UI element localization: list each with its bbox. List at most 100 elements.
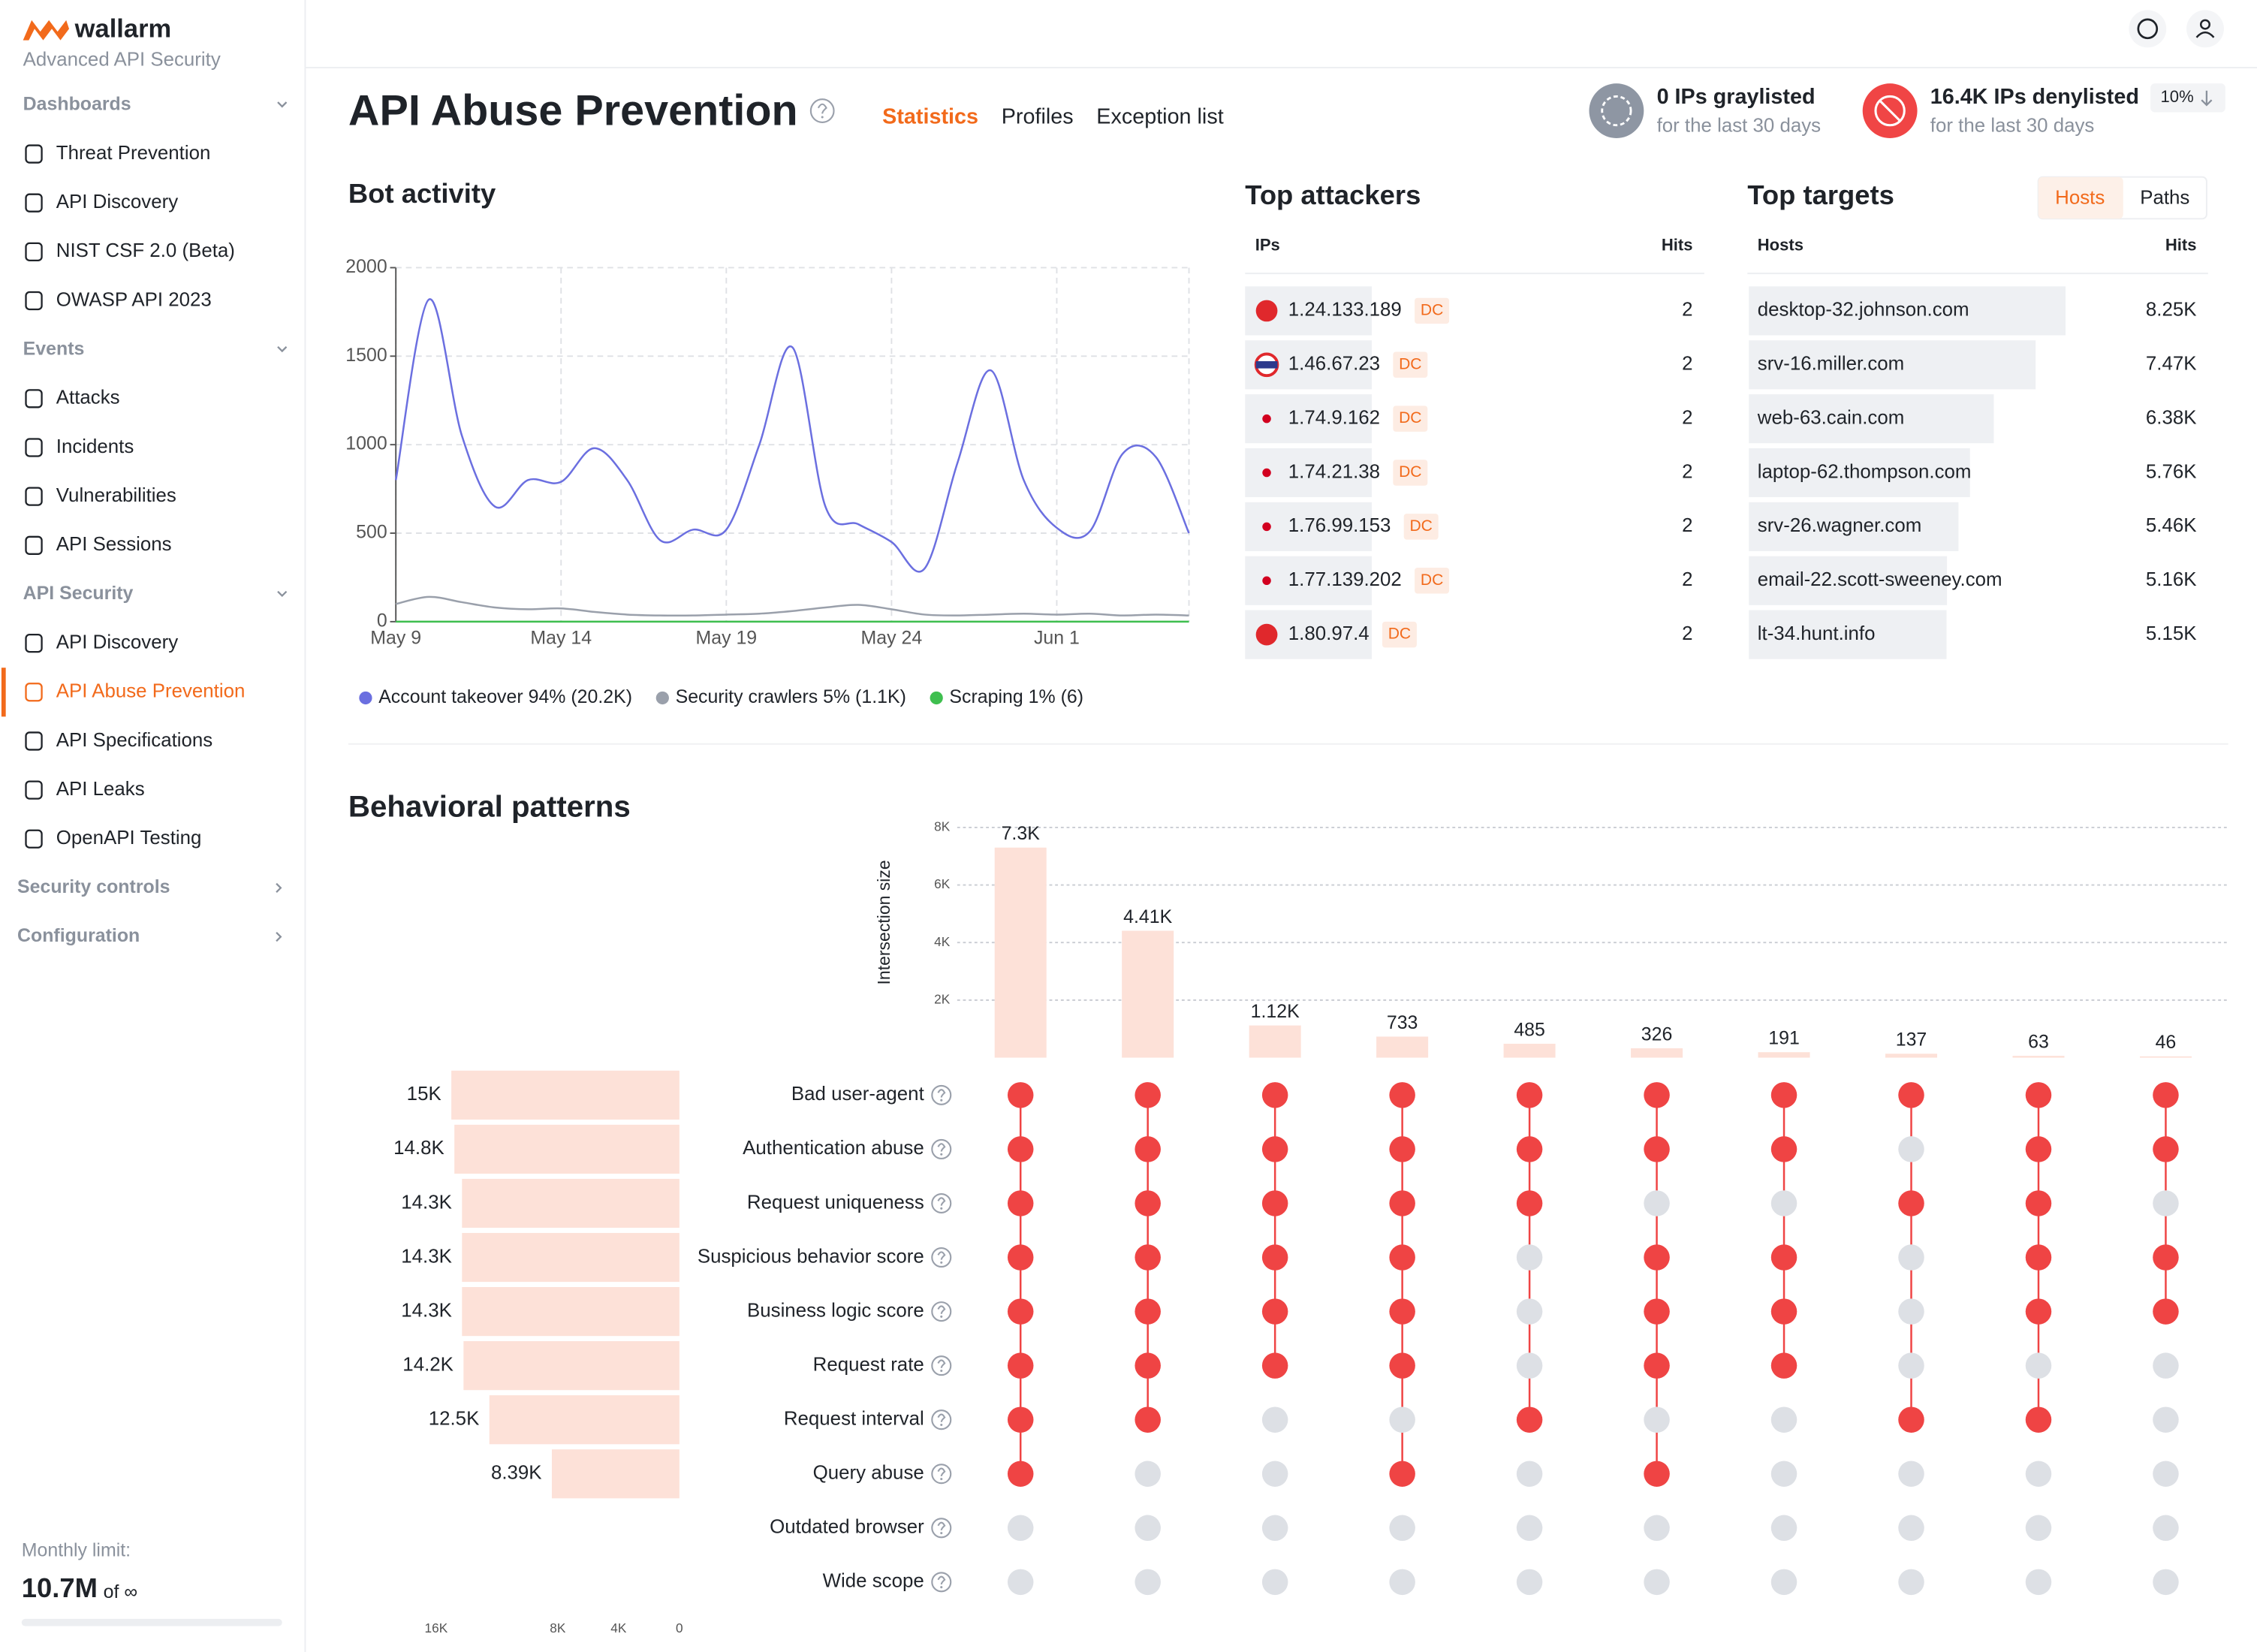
y-axis-label: Intersection size	[874, 860, 893, 984]
hits-bar	[1749, 610, 1947, 659]
member-dot	[1644, 1082, 1670, 1108]
help-icon	[940, 1261, 943, 1264]
nav-item[interactable]: Attacks	[56, 387, 120, 408]
hits-bar	[1749, 502, 1959, 551]
member-dot	[1007, 1244, 1034, 1271]
hits-value: 2	[1682, 569, 1692, 590]
empty-dot	[1898, 1515, 1924, 1542]
member-dot	[1389, 1136, 1415, 1162]
nav-item[interactable]: API Discovery	[56, 191, 178, 213]
line-series	[394, 298, 1190, 573]
bar-value-label: 137	[1896, 1029, 1927, 1051]
tab[interactable]: Statistics	[882, 105, 978, 129]
member-dot	[1516, 1190, 1543, 1216]
member-dot	[1261, 1298, 1288, 1325]
ip-address: 1.46.67.23	[1288, 354, 1380, 375]
graylist-icon	[1601, 95, 1632, 127]
set-size-label: 12.5K	[429, 1409, 480, 1430]
nav-item[interactable]: Vulnerabilities	[56, 485, 176, 506]
help-icon	[817, 103, 827, 114]
empty-dot	[1516, 1352, 1543, 1379]
column-header: Hosts	[1758, 236, 1803, 255]
bar-value-label: 4.41K	[1123, 906, 1172, 927]
nav-icon	[25, 487, 43, 506]
intersection-bar	[1376, 1036, 1429, 1058]
hits-value: 5.15K	[2146, 623, 2197, 644]
host-name: lt-34.hunt.info	[1758, 623, 1876, 644]
nav-icon	[25, 633, 43, 653]
graylist-icon	[1589, 83, 1644, 138]
intersection-bar	[1503, 1043, 1556, 1058]
help-icon	[931, 1409, 952, 1430]
flag-icon	[1255, 361, 1278, 369]
host-name: srv-16.miller.com	[1758, 354, 1904, 375]
line-series	[395, 595, 1189, 617]
tab[interactable]: Exception list	[1096, 105, 1223, 129]
legend-label: Scraping 1% (6)	[949, 686, 1083, 707]
hits-value: 8.25K	[2146, 300, 2197, 321]
toggle-option[interactable]: Hosts	[2055, 187, 2105, 208]
member-dot	[1261, 1082, 1288, 1108]
member-dot	[2025, 1082, 2052, 1108]
y-tick-label: 8K	[934, 818, 951, 834]
y-tick-label: 2K	[934, 991, 951, 1006]
member-dot	[1389, 1352, 1415, 1379]
page-title: API Abuse Prevention	[348, 87, 798, 135]
host-name: desktop-32.johnson.com	[1758, 300, 1969, 321]
x-tick-label: May 9	[370, 627, 421, 648]
flag-icon	[1255, 623, 1278, 646]
nav-item[interactable]: API Specifications	[56, 730, 212, 751]
intersection-bar	[1885, 1054, 1938, 1058]
nav-item[interactable]: API Sessions	[56, 534, 172, 555]
x-tick-label: 0	[676, 1620, 683, 1635]
help-button[interactable]	[2129, 10, 2167, 48]
empty-dot	[1261, 1515, 1288, 1542]
member-dot	[1770, 1298, 1797, 1325]
help-icon	[937, 1521, 946, 1531]
bar-value-label: 191	[1768, 1028, 1800, 1049]
y-tick-label: 2000	[345, 256, 387, 277]
nav-icon	[25, 535, 43, 555]
nav-icon	[25, 683, 43, 702]
nav-group-title[interactable]: Configuration	[17, 925, 140, 946]
help-icon	[937, 1089, 946, 1098]
nav-item[interactable]: API Abuse Prevention	[56, 681, 246, 702]
nav-item[interactable]: Incidents	[56, 436, 134, 457]
hits-value: 2	[1682, 407, 1692, 428]
set-size-bar	[551, 1449, 680, 1499]
help-icon	[931, 1084, 952, 1105]
bar-value-label: 63	[2028, 1031, 2049, 1052]
x-tick-label: May 14	[530, 627, 592, 648]
set-label: Suspicious behavior score	[698, 1246, 924, 1267]
nav-item[interactable]: API Leaks	[56, 779, 145, 800]
nav-item[interactable]: Threat Prevention	[56, 143, 211, 164]
member-dot	[1135, 1298, 1161, 1325]
intersection-bar	[1249, 1025, 1301, 1058]
nav-item[interactable]: OpenAPI Testing	[56, 828, 202, 849]
help-icon	[940, 1207, 943, 1210]
help-icon	[940, 1315, 943, 1318]
toggle-option[interactable]: Paths	[2140, 187, 2189, 208]
help-icon	[809, 98, 835, 123]
nav-icon	[25, 438, 43, 457]
empty-dot	[1135, 1515, 1161, 1542]
tab[interactable]: Profiles	[1002, 105, 1074, 129]
nav-item[interactable]: API Discovery	[56, 632, 178, 653]
set-label: Bad user-agent	[791, 1084, 924, 1105]
member-dot	[1007, 1461, 1034, 1487]
nav-item[interactable]: OWASP API 2023	[56, 289, 212, 310]
empty-dot	[1770, 1515, 1797, 1542]
nav-group-title[interactable]: Events	[23, 338, 85, 359]
nav-group-title[interactable]: API Security	[23, 583, 134, 604]
set-size-bar	[462, 1232, 680, 1283]
nav-group-title[interactable]: Security controls	[17, 876, 170, 897]
member-dot	[1644, 1461, 1670, 1487]
toggle-active[interactable]	[2038, 176, 2123, 219]
empty-dot	[2153, 1190, 2179, 1216]
help-icon	[940, 1099, 943, 1102]
nav-item[interactable]: NIST CSF 2.0 (Beta)	[56, 240, 235, 261]
nav-group-title[interactable]: Dashboards	[23, 93, 131, 114]
hits-value: 5.76K	[2146, 461, 2197, 482]
